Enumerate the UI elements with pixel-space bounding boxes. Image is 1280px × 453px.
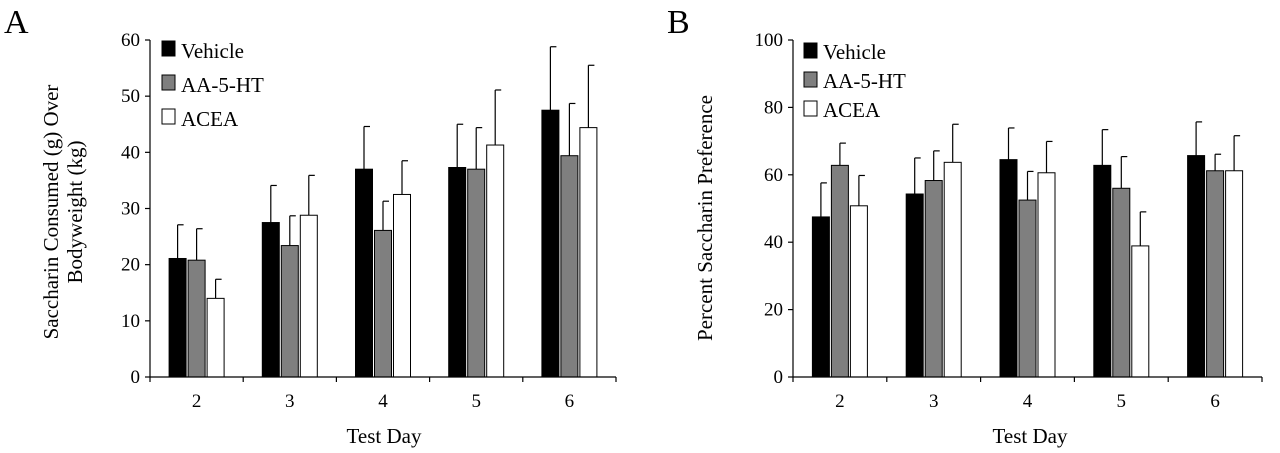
- panel-a-letter: A: [4, 4, 29, 41]
- y-tick-label: 50: [121, 86, 140, 107]
- x-tick-label: 6: [565, 391, 575, 412]
- y-tick-label: 20: [764, 300, 783, 321]
- legend-swatch-aa-5-ht: [161, 74, 176, 91]
- bar-vehicle-day-2: [168, 257, 187, 378]
- y-tick-label: 10: [121, 311, 140, 332]
- x-tick-label: 4: [1023, 391, 1033, 412]
- y-tick-label: 0: [774, 367, 784, 388]
- legend-label-aa-5-ht: AA-5-HT: [181, 73, 264, 97]
- bar-acea-day-2: [849, 205, 868, 378]
- bar-aa-5-ht-day-6: [560, 155, 579, 378]
- x-tick-label: 5: [1117, 391, 1127, 412]
- bar-aa-5-ht-day-5: [1112, 187, 1131, 378]
- panel-a-ylabel-line-2: Bodyweight (kg): [63, 141, 87, 284]
- legend-label-vehicle: Vehicle: [823, 40, 886, 64]
- panel-a-ylabel-line-1: Saccharin Consumed (g) Over: [39, 85, 63, 340]
- panel-a-xlabel: Test Day: [347, 424, 422, 448]
- bar-aa-5-ht-day-4: [374, 229, 392, 378]
- bar-acea-day-5: [486, 144, 505, 378]
- y-tick-label: 100: [755, 30, 784, 51]
- bar-vehicle-day-6: [1187, 155, 1206, 378]
- x-tick-label: 6: [1210, 391, 1220, 412]
- bar-aa-5-ht-day-5: [467, 168, 486, 378]
- legend-label-acea: ACEA: [181, 107, 239, 131]
- legend-swatch-acea: [803, 100, 818, 117]
- panel-b-ylabel: Percent Saccharin Preference: [693, 95, 717, 341]
- y-tick-label: 60: [121, 30, 140, 51]
- legend-label-acea: ACEA: [823, 98, 881, 122]
- bar-acea-day-3: [943, 161, 962, 378]
- y-tick-label: 80: [764, 97, 783, 118]
- bar-vehicle-day-3: [905, 193, 924, 378]
- panel-b-xlabel: Test Day: [993, 424, 1068, 448]
- bar-vehicle-day-4: [355, 168, 373, 378]
- bar-vehicle-day-2: [811, 216, 830, 378]
- bar-acea-day-2: [206, 297, 225, 378]
- y-tick-label: 40: [764, 232, 783, 253]
- panel-b-letter: B: [667, 4, 690, 41]
- legend-swatch-vehicle: [161, 40, 176, 57]
- y-tick-label: 0: [131, 367, 141, 388]
- y-tick-label: 60: [764, 165, 783, 186]
- bar-acea-day-4: [1037, 172, 1056, 378]
- legend-swatch-acea: [161, 108, 176, 125]
- bar-aa-5-ht-day-4: [1018, 199, 1037, 378]
- x-tick-label: 4: [378, 391, 388, 412]
- bar-vehicle-day-5: [448, 166, 467, 378]
- x-tick-label: 3: [929, 391, 939, 412]
- x-tick-label: 5: [471, 391, 481, 412]
- bar-vehicle-day-3: [261, 222, 280, 378]
- x-tick-label: 2: [835, 391, 845, 412]
- bar-acea-day-6: [1225, 170, 1244, 378]
- y-tick-label: 30: [121, 199, 140, 220]
- bar-vehicle-day-6: [541, 109, 560, 378]
- bar-aa-5-ht-day-3: [924, 180, 943, 378]
- panel-b-legend: Vehicle AA-5-HT ACEA: [803, 40, 906, 122]
- bar-aa-5-ht-day-6: [1206, 170, 1225, 378]
- y-tick-label: 40: [121, 142, 140, 163]
- x-tick-label: 2: [192, 391, 202, 412]
- panel-b: B Percent Saccharin Preference Test Day …: [667, 4, 1263, 448]
- bar-vehicle-day-5: [1093, 164, 1112, 378]
- bar-acea-day-6: [579, 127, 598, 378]
- x-tick-label: 3: [285, 391, 295, 412]
- legend-label-aa-5-ht: AA-5-HT: [823, 69, 906, 93]
- legend-swatch-aa-5-ht: [803, 71, 818, 88]
- panel-a: A Saccharin Consumed (g) Over Bodyweight…: [4, 4, 617, 448]
- legend-swatch-vehicle: [803, 42, 818, 59]
- bar-acea-day-3: [299, 214, 318, 378]
- panel-a-marks: 0 10 20 30 40 50 60 2 3 4 5 6: [121, 30, 617, 412]
- panel-a-legend: Vehicle AA-5-HT ACEA: [161, 39, 264, 131]
- bar-vehicle-day-4: [999, 159, 1018, 378]
- bar-aa-5-ht-day-2: [830, 164, 849, 378]
- bar-aa-5-ht-day-2: [187, 259, 206, 378]
- legend-label-vehicle: Vehicle: [181, 39, 244, 63]
- bar-aa-5-ht-day-3: [280, 245, 299, 378]
- bar-acea-day-4: [393, 193, 411, 378]
- bar-acea-day-5: [1131, 245, 1150, 378]
- y-tick-label: 20: [121, 255, 140, 276]
- panel-b-marks: 0 20 40 60 80 100 2 3 4 5 6: [755, 30, 1263, 412]
